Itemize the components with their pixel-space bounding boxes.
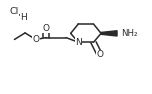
- Text: O: O: [96, 50, 103, 59]
- Text: Cl: Cl: [10, 7, 19, 16]
- Text: H: H: [20, 13, 27, 22]
- Polygon shape: [101, 31, 117, 36]
- Text: N: N: [75, 38, 82, 47]
- Text: O: O: [43, 24, 50, 33]
- Text: NH₂: NH₂: [121, 29, 137, 38]
- Text: O: O: [32, 35, 39, 44]
